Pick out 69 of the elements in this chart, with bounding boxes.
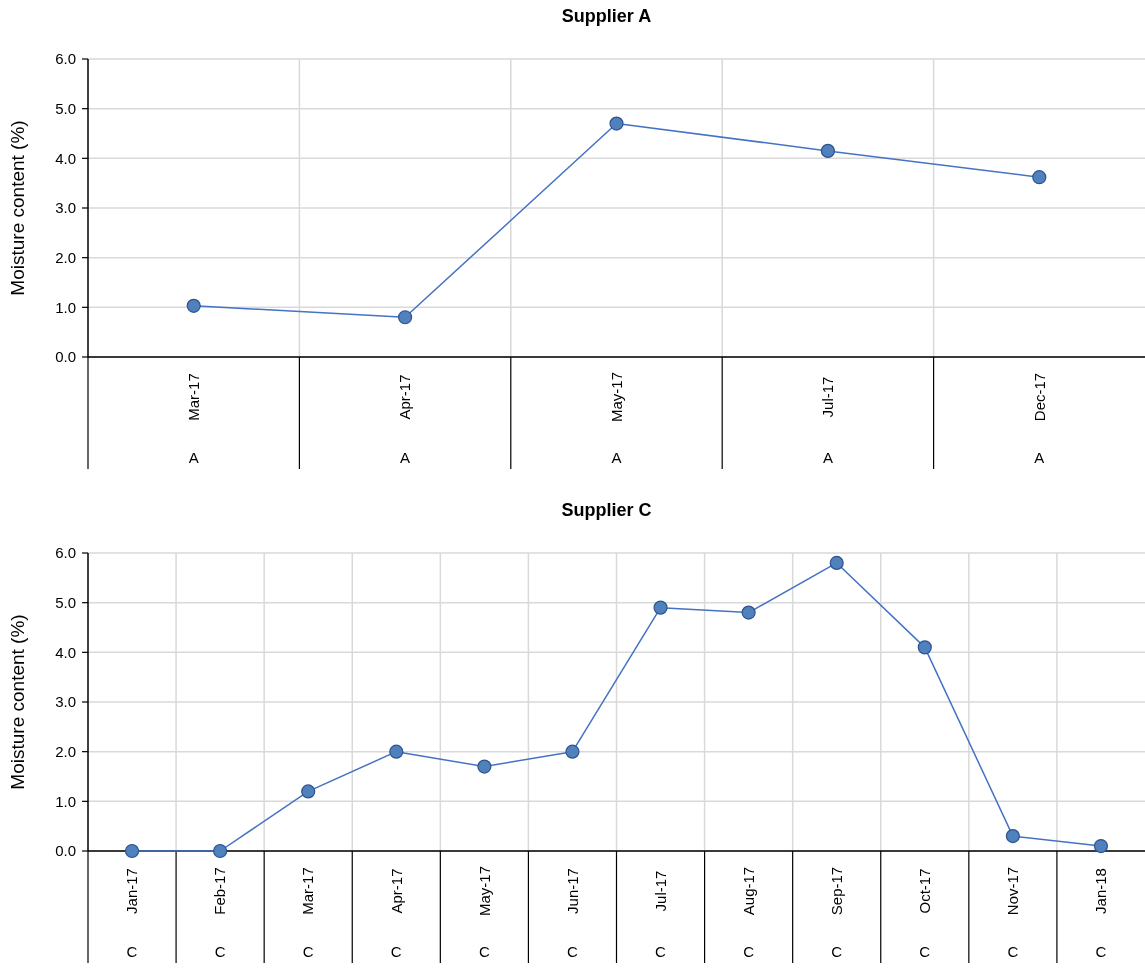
x-tick-label: Feb-17 [211, 867, 229, 915]
point [124, 843, 140, 859]
y-tick-label: 6.0 [55, 544, 76, 562]
y-axis-title: Moisture content (%) [7, 614, 28, 790]
text: A [822, 449, 833, 466]
y-tick-label: 3.0 [55, 199, 76, 217]
text: C [1095, 943, 1107, 960]
point [398, 310, 413, 325]
x-tick-label: Jan-18 [1092, 868, 1110, 914]
x-tick-label: Jul-17 [819, 376, 837, 418]
x-tick-label: Apr-17 [387, 868, 405, 914]
x-tick-label: Jun-17 [563, 868, 581, 914]
text: C [302, 943, 314, 960]
text: C [567, 943, 579, 960]
y-tick-label: 6.0 [55, 50, 76, 68]
point [741, 605, 756, 620]
y-tick-label: 1.0 [55, 792, 76, 810]
point [186, 298, 201, 313]
y-tick-label: 4.0 [55, 643, 76, 661]
text: C [655, 943, 667, 960]
y-tick-label: 2.0 [55, 248, 76, 266]
x-tick-label: Jul-17 [651, 870, 669, 912]
y-tick-label: 0.0 [55, 842, 76, 860]
point [565, 744, 580, 759]
text: C [478, 943, 490, 960]
y-tick-label: 5.0 [55, 99, 76, 117]
chart-title: Supplier C [561, 500, 652, 520]
x-tick-label: Mar-17 [184, 373, 202, 421]
text: A [400, 449, 411, 466]
point [653, 600, 668, 615]
x-tick-label: Aug-17 [739, 866, 757, 916]
text: C [126, 943, 138, 960]
x-tick-label: Apr-17 [396, 374, 414, 420]
x-tick-label: Sep-17 [827, 866, 845, 916]
y-tick-label: 5.0 [55, 593, 76, 611]
point [1005, 829, 1020, 844]
text: C [743, 943, 755, 960]
text: C [390, 943, 402, 960]
x-tick-label: Jan-17 [123, 868, 141, 914]
y-tick-label: 4.0 [55, 149, 76, 167]
y-tick-label: 3.0 [55, 693, 76, 711]
point [389, 744, 404, 759]
text: A [611, 449, 622, 466]
text: C [1007, 943, 1019, 960]
point [917, 640, 932, 655]
point [1093, 838, 1109, 854]
point [609, 116, 624, 131]
x-tick-label: Dec-17 [1030, 372, 1048, 422]
text: C [831, 943, 843, 960]
y-tick-label: 1.0 [55, 298, 76, 316]
y-tick-label: 2.0 [55, 742, 76, 760]
point [477, 759, 492, 774]
chart-title: Supplier A [561, 6, 652, 26]
text: C [919, 943, 931, 960]
y-tick-label: 0.0 [55, 348, 76, 366]
y-axis-title: Moisture content (%) [7, 120, 28, 296]
point [213, 843, 228, 859]
point [301, 784, 316, 799]
point [829, 555, 844, 571]
point [1032, 170, 1047, 185]
x-tick-label: Nov-17 [1004, 866, 1022, 916]
text: C [214, 943, 226, 960]
x-tick-label: May-17 [475, 865, 493, 917]
x-tick-label: May-17 [607, 371, 625, 423]
text: A [188, 449, 199, 466]
x-tick-label: Oct-17 [916, 868, 934, 914]
point [820, 143, 835, 158]
x-tick-label: Mar-17 [299, 867, 317, 915]
text: A [1034, 449, 1045, 466]
